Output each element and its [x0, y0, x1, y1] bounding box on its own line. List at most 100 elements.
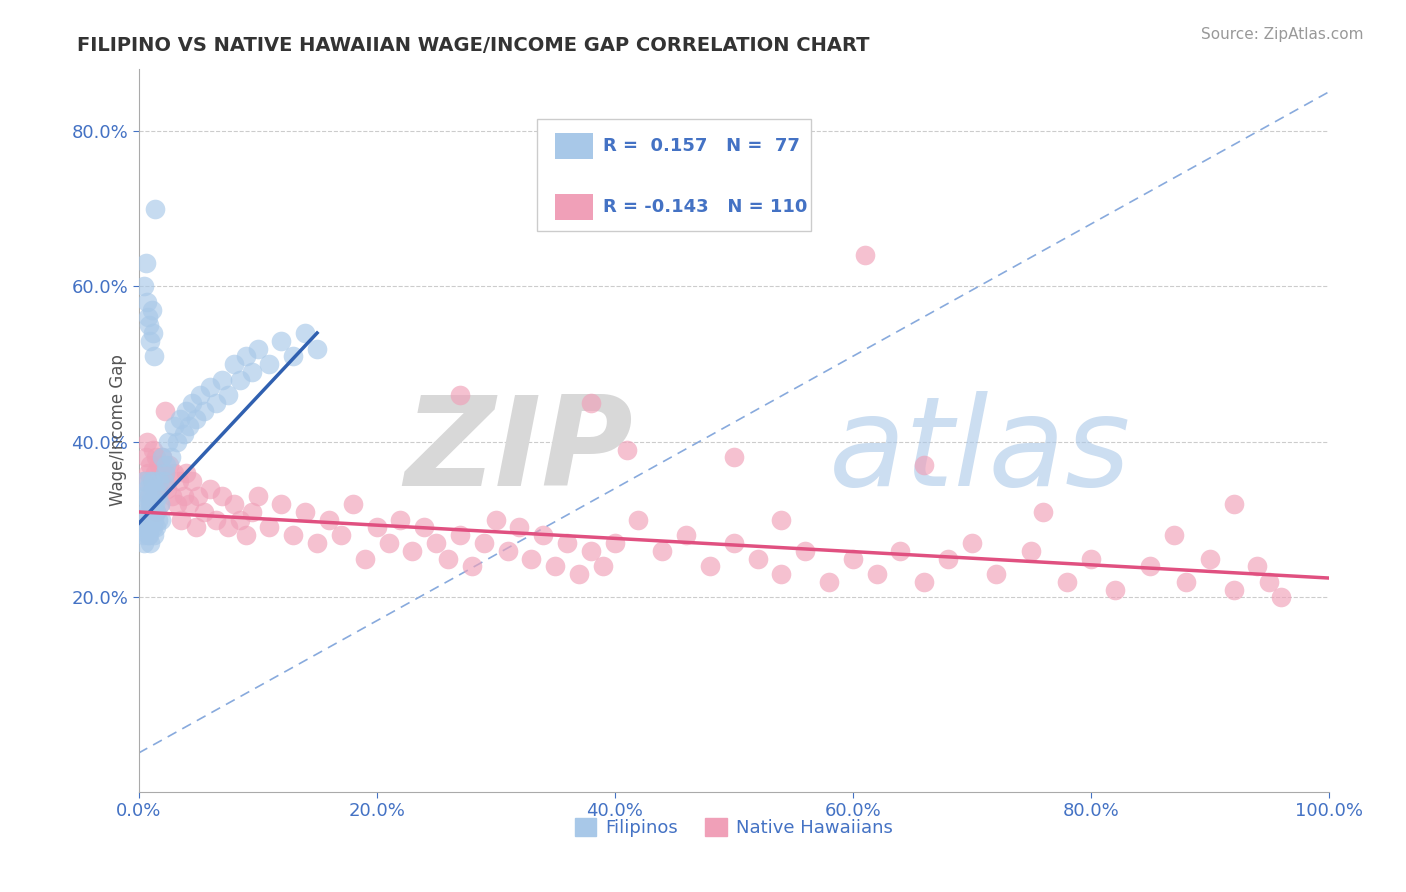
Point: [157, 434, 180, 449]
Point: [143, 202, 166, 216]
Point: [283, 349, 305, 363]
Point: [747, 551, 769, 566]
Point: [145, 450, 167, 465]
Point: [181, 396, 204, 410]
Point: [148, 458, 170, 473]
Point: [135, 497, 157, 511]
Point: [228, 373, 250, 387]
Point: [181, 474, 204, 488]
Point: [723, 536, 745, 550]
Point: [152, 474, 174, 488]
Point: [135, 450, 157, 465]
Point: [235, 349, 257, 363]
Point: [134, 474, 156, 488]
Point: [1222, 497, 1244, 511]
Point: [187, 489, 209, 503]
Point: [163, 466, 186, 480]
Point: [143, 513, 166, 527]
Point: [246, 342, 269, 356]
Point: [142, 497, 165, 511]
Point: [472, 536, 495, 550]
Point: [138, 528, 160, 542]
Text: atlas: atlas: [830, 392, 1130, 512]
Point: [177, 419, 200, 434]
Point: [155, 458, 177, 473]
Point: [170, 513, 193, 527]
Point: [139, 513, 162, 527]
Point: [270, 497, 292, 511]
Point: [135, 294, 157, 309]
Point: [1198, 551, 1220, 566]
Point: [143, 482, 166, 496]
Point: [136, 466, 159, 480]
Point: [150, 474, 173, 488]
Point: [1246, 559, 1268, 574]
Point: [134, 536, 156, 550]
Point: [520, 551, 543, 566]
Point: [723, 450, 745, 465]
Point: [184, 520, 207, 534]
Point: [437, 551, 460, 566]
Point: [1019, 544, 1042, 558]
Point: [1104, 582, 1126, 597]
Point: [150, 450, 173, 465]
Point: [136, 528, 159, 542]
Point: [675, 528, 697, 542]
Point: [167, 474, 190, 488]
Point: [508, 520, 530, 534]
Point: [145, 520, 167, 534]
Point: [592, 559, 614, 574]
Point: [148, 474, 170, 488]
Point: [150, 513, 173, 527]
Point: [1163, 528, 1185, 542]
Point: [413, 520, 436, 534]
Point: [138, 505, 160, 519]
Point: [159, 450, 181, 465]
Point: [1139, 559, 1161, 574]
Point: [259, 520, 281, 534]
Text: R =  0.157   N =  77: R = 0.157 N = 77: [603, 137, 800, 155]
FancyBboxPatch shape: [555, 194, 593, 220]
Point: [136, 513, 159, 527]
Point: [134, 528, 156, 542]
Point: [193, 505, 215, 519]
Point: [184, 411, 207, 425]
Point: [329, 528, 352, 542]
Point: [603, 536, 626, 550]
Point: [307, 342, 329, 356]
Point: [198, 380, 221, 394]
Point: [166, 497, 188, 511]
Text: ZIP: ZIP: [404, 392, 633, 512]
Point: [198, 482, 221, 496]
Point: [146, 489, 169, 503]
Point: [246, 489, 269, 503]
Point: [1270, 591, 1292, 605]
Point: [461, 559, 484, 574]
Point: [143, 497, 166, 511]
Point: [169, 411, 191, 425]
Point: [142, 326, 165, 340]
Point: [138, 318, 160, 333]
Point: [145, 505, 167, 519]
Point: [1056, 574, 1078, 589]
Point: [211, 489, 233, 503]
Point: [141, 302, 163, 317]
Point: [259, 357, 281, 371]
Point: [425, 536, 447, 550]
Point: [160, 489, 183, 503]
Point: [1080, 551, 1102, 566]
Point: [485, 513, 508, 527]
Text: R = -0.143   N = 110: R = -0.143 N = 110: [603, 198, 807, 217]
Point: [138, 489, 160, 503]
Point: [139, 334, 162, 348]
Point: [770, 513, 793, 527]
Point: [353, 551, 375, 566]
Point: [984, 567, 1007, 582]
Point: [135, 256, 157, 270]
Point: [307, 536, 329, 550]
Point: [139, 520, 162, 534]
Point: [568, 567, 591, 582]
Point: [136, 310, 159, 325]
Point: [401, 544, 423, 558]
Point: [555, 536, 578, 550]
